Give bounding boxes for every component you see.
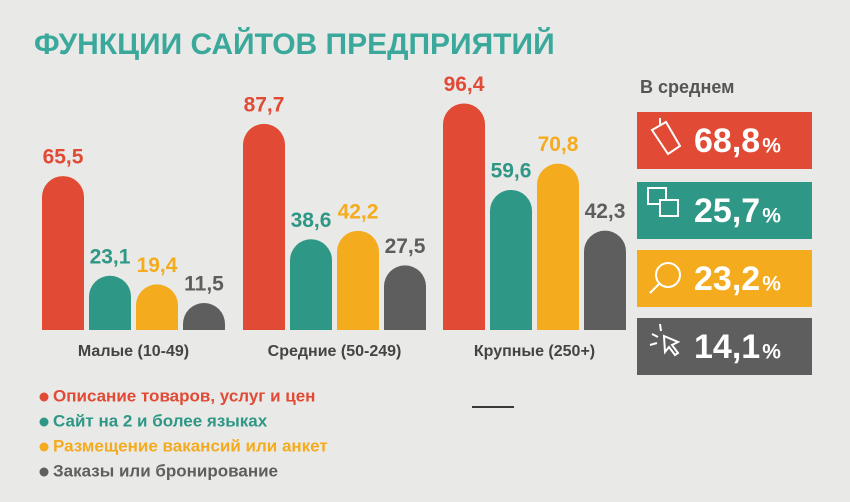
average-value: 23,2 (694, 260, 760, 298)
translate-icon (647, 187, 667, 205)
bar (290, 239, 332, 330)
value-label: 42,2 (338, 200, 379, 223)
x-tick-label: Малые (10-49) (78, 343, 189, 360)
average-box (637, 318, 812, 375)
average-value: 25,7 (694, 192, 760, 230)
average-box (637, 250, 812, 307)
average-unit: % (762, 135, 781, 158)
value-label: 38,6 (291, 209, 332, 232)
value-label: 87,7 (244, 93, 285, 116)
average-unit: % (762, 273, 781, 296)
legend-label: Сайт на 2 и более языках (53, 411, 268, 430)
bar (136, 284, 178, 330)
translate-icon-2 (659, 199, 679, 217)
cursor-icon (649, 323, 681, 357)
average-unit: % (762, 205, 781, 228)
bar (337, 230, 379, 330)
bar (443, 103, 485, 331)
value-label: 65,5 (43, 146, 84, 169)
value-label: 59,6 (491, 159, 532, 182)
legend-label: Описание товаров, услуг и цен (53, 386, 315, 405)
price-tag-icon (650, 118, 682, 156)
average-value: 68,8 (694, 122, 760, 160)
value-label: 11,5 (184, 273, 224, 296)
icons (647, 118, 682, 357)
value-label: 70,8 (538, 133, 579, 156)
x-tick-label: Средние (50-249) (268, 343, 402, 360)
bar (42, 176, 84, 330)
bar (384, 265, 426, 330)
value-label: 19,4 (137, 254, 178, 277)
search-icon-handle (649, 283, 660, 294)
bar (89, 275, 131, 330)
average-unit: % (762, 341, 781, 364)
chart-title: ФУНКЦИИ САЙТОВ ПРЕДПРИЯТИЙ (34, 27, 555, 61)
legend-marker (39, 392, 49, 402)
bar (243, 123, 285, 330)
value-label: 96,4 (444, 73, 485, 96)
average-value: 14,1 (694, 328, 760, 366)
bar (584, 230, 626, 330)
averages-title: В среднем (640, 77, 734, 97)
value-label: 27,5 (385, 235, 426, 258)
legend-label: Размещение вакансий или анкет (53, 436, 328, 455)
legend-marker (39, 442, 49, 452)
value-label: 23,1 (90, 245, 131, 268)
value-label: 42,3 (585, 200, 626, 223)
legend-marker (39, 417, 49, 427)
bar (183, 302, 225, 330)
legend-marker (39, 467, 49, 477)
bar (490, 189, 532, 330)
x-tick-label: Крупные (250+) (474, 343, 595, 360)
bar (537, 163, 579, 330)
legend-label: Заказы или бронирование (53, 461, 278, 480)
search-icon (655, 262, 681, 288)
